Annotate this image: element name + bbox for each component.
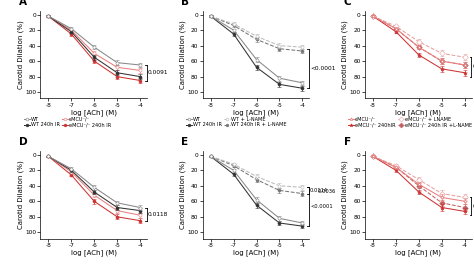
Y-axis label: Carotid Dilation (%): Carotid Dilation (%) bbox=[179, 160, 186, 229]
X-axis label: log [ACh] (M): log [ACh] (M) bbox=[71, 109, 117, 116]
Legend: WT, WT 240h IR, WT + L-NAME, WT 240h IR + L-NAME: WT, WT 240h IR, WT + L-NAME, WT 240h IR … bbox=[186, 117, 286, 127]
Y-axis label: Carotid Dilation (%): Carotid Dilation (%) bbox=[17, 20, 24, 89]
Legend: eMCU⁻/⁻, eMCU⁻/⁻ 240hIR, eMCU⁻/⁻ + LNAME, eMCU⁻/⁻ 240h IR +L-NAME: eMCU⁻/⁻, eMCU⁻/⁻ 240hIR, eMCU⁻/⁻ + LNAME… bbox=[348, 117, 472, 127]
Y-axis label: Carotid Dilation (%): Carotid Dilation (%) bbox=[342, 160, 348, 229]
X-axis label: log [ACh] (M): log [ACh] (M) bbox=[71, 249, 117, 256]
Text: 0.0091: 0.0091 bbox=[148, 70, 168, 75]
X-axis label: log [ACh] (M): log [ACh] (M) bbox=[233, 249, 279, 256]
Text: <0.0001: <0.0001 bbox=[310, 66, 336, 71]
Text: 0.006: 0.006 bbox=[472, 64, 474, 69]
Text: D: D bbox=[19, 137, 27, 147]
Y-axis label: Carotid Dilation (%): Carotid Dilation (%) bbox=[342, 20, 348, 89]
Text: <0.0001: <0.0001 bbox=[310, 204, 333, 209]
Y-axis label: Carotid Dilation (%): Carotid Dilation (%) bbox=[179, 20, 186, 89]
Text: 0.0118: 0.0118 bbox=[148, 212, 168, 217]
Y-axis label: Carotid Dilation (%): Carotid Dilation (%) bbox=[17, 160, 24, 229]
Text: E: E bbox=[181, 137, 188, 147]
Text: C: C bbox=[344, 0, 351, 7]
Text: F: F bbox=[344, 137, 351, 147]
Legend: WT, WT 240h IR, eMCU⁻/⁻, eMCU⁻/⁻ 240h IR: WT, WT 240h IR, eMCU⁻/⁻, eMCU⁻/⁻ 240h IR bbox=[24, 117, 111, 127]
X-axis label: log [ACh] (M): log [ACh] (M) bbox=[395, 109, 441, 116]
Text: B: B bbox=[181, 0, 189, 7]
Text: 0.0114: 0.0114 bbox=[310, 188, 328, 193]
X-axis label: log [ACh] (M): log [ACh] (M) bbox=[395, 249, 441, 256]
X-axis label: log [ACh] (M): log [ACh] (M) bbox=[233, 109, 279, 116]
Text: 0.0063: 0.0063 bbox=[472, 204, 474, 209]
Text: A: A bbox=[19, 0, 27, 7]
Text: 0.0036: 0.0036 bbox=[318, 189, 336, 195]
